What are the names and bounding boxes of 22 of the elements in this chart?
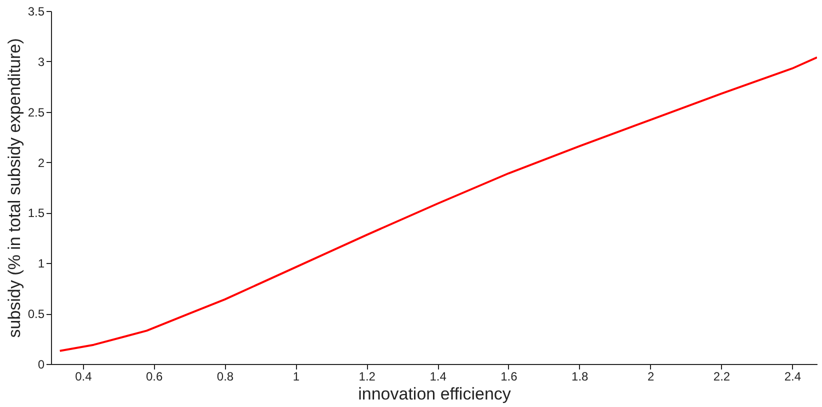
- x-tick-label: 1.4: [430, 370, 447, 384]
- x-tick-label: 1.2: [358, 370, 376, 384]
- y-tick-label: 1: [38, 256, 45, 271]
- y-tick-label: 1.5: [28, 206, 45, 220]
- line-series: [58, 56, 817, 352]
- y-tick-label: 3.5: [28, 4, 45, 18]
- x-tick-label: 2.4: [784, 370, 802, 384]
- y-tick-label: 0: [38, 358, 45, 372]
- x-tick-label: 0.8: [216, 370, 234, 384]
- y-tick-label: 2: [38, 156, 45, 170]
- x-axis-title: innovation efficiency: [358, 384, 512, 404]
- x-tick-label: 1.8: [572, 370, 589, 384]
- x-tick-label: 1.6: [500, 370, 518, 384]
- x-tick-label: 2: [647, 370, 654, 384]
- y-axis-title: subsidy (% in total subsidy expenditure): [4, 38, 24, 338]
- x-tick-label: 2.2: [713, 370, 730, 384]
- x-tick-label: 0.4: [75, 370, 92, 384]
- x-tick-label: 1: [292, 370, 300, 384]
- y-tick-label: 3: [38, 54, 45, 69]
- x-tick-label: 0.6: [146, 370, 164, 384]
- y-tick-label: 0.5: [28, 307, 45, 322]
- y-tick-label: 2.5: [28, 105, 45, 120]
